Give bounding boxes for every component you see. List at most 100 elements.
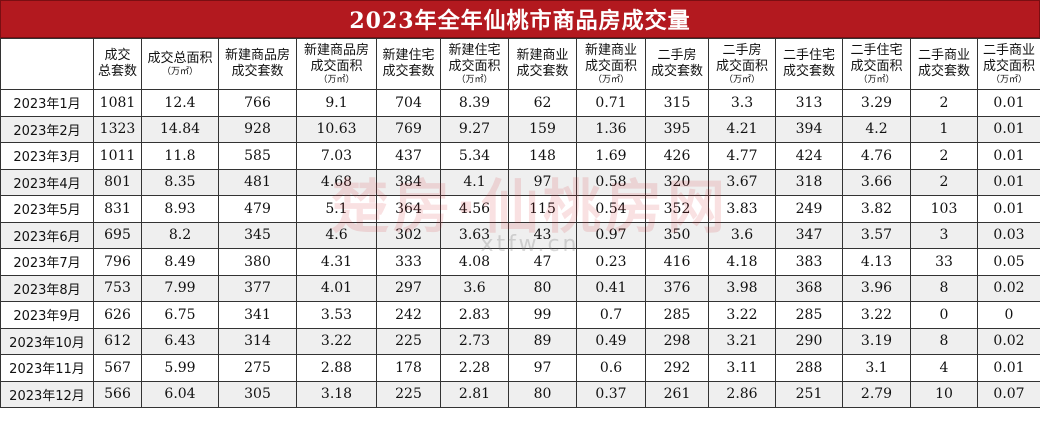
table-cell: 1.69 bbox=[576, 142, 646, 170]
table-cell: 395 bbox=[645, 115, 709, 143]
table-cell: 3.82 bbox=[842, 195, 911, 223]
table-cell: 0.41 bbox=[576, 274, 646, 302]
row-month-label: 2023年8月 bbox=[0, 274, 94, 302]
table-cell: 298 bbox=[645, 327, 709, 355]
table-row: 2023年8月 753 7.99 377 4.01 297 3.6 80 0.41 376 3.98… bbox=[0, 274, 1040, 302]
table-cell: 352 bbox=[645, 195, 709, 223]
table-cell: 3.1 bbox=[842, 354, 911, 382]
table-cell: 333 bbox=[376, 248, 441, 276]
table-cell: 103 bbox=[910, 195, 978, 223]
column-header-l2: 成交套数 bbox=[917, 64, 970, 79]
column-header-l1: 二手房 bbox=[722, 42, 762, 58]
table-cell: 566 bbox=[93, 380, 142, 408]
table-cell: 4.76 bbox=[842, 142, 911, 170]
table-cell: 0.58 bbox=[576, 168, 646, 196]
table-cell: 2.83 bbox=[440, 301, 509, 329]
table-cell: 285 bbox=[775, 301, 843, 329]
table-row: 2023年5月 831 8.93 479 5.1 364 4.56 115 0.54 352 3.8… bbox=[0, 195, 1040, 223]
table-cell: 0.54 bbox=[576, 195, 646, 223]
column-header-l1: 成交总面积 bbox=[147, 50, 213, 66]
table-cell: 302 bbox=[376, 221, 441, 249]
table-cell: 3.98 bbox=[708, 274, 776, 302]
table-cell: 2.73 bbox=[440, 327, 509, 355]
table-cell: 9.1 bbox=[296, 89, 377, 117]
table-cell: 3.83 bbox=[708, 195, 776, 223]
table-cell: 2 bbox=[910, 168, 978, 196]
table-cell: 384 bbox=[376, 168, 441, 196]
table-cell: 8.39 bbox=[440, 89, 509, 117]
table-cell: 159 bbox=[508, 115, 577, 143]
column-header-l1: 成交 bbox=[104, 48, 131, 63]
table-cell: 62 bbox=[508, 89, 577, 117]
table-cell: 376 bbox=[645, 274, 709, 302]
table-cell: 2 bbox=[910, 142, 978, 170]
table-cell: 251 bbox=[775, 380, 843, 408]
table-cell: 1323 bbox=[93, 115, 142, 143]
table-row: 2023年1月 1081 12.4 766 9.1 704 8.39 62 0.71 315 3.3… bbox=[0, 89, 1040, 117]
table-cell: 6.04 bbox=[141, 380, 219, 408]
table-cell: 350 bbox=[645, 221, 709, 249]
table-cell: 315 bbox=[645, 89, 709, 117]
table-cell: 2.86 bbox=[708, 380, 776, 408]
table-cell: 380 bbox=[218, 248, 297, 276]
column-header-l2: 成交套数 bbox=[382, 64, 435, 79]
column-header-l2: 总套数 bbox=[97, 64, 137, 79]
table-cell: 4.21 bbox=[708, 115, 776, 143]
table-cell: 5.34 bbox=[440, 142, 509, 170]
table-cell: 479 bbox=[218, 195, 297, 223]
table-cell: 4.2 bbox=[842, 115, 911, 143]
table-cell: 769 bbox=[376, 115, 441, 143]
table-cell: 347 bbox=[775, 221, 843, 249]
column-header-l2: 成交面积 bbox=[584, 58, 637, 74]
table-cell: 801 bbox=[93, 168, 142, 196]
table-row: 2023年11月 567 5.99 275 2.88 178 2.28 97 0.6 292 3.1… bbox=[0, 354, 1040, 382]
header-corner bbox=[0, 38, 94, 90]
table-cell: 0.97 bbox=[576, 221, 646, 249]
table-row: 2023年3月 1011 11.8 585 7.03 437 5.34 148 1.69 426 4… bbox=[0, 142, 1040, 170]
table-cell: 8.35 bbox=[141, 168, 219, 196]
table-cell: 8.2 bbox=[141, 221, 219, 249]
table-cell: 0.01 bbox=[977, 168, 1040, 196]
table-cell: 97 bbox=[508, 168, 577, 196]
table-cell: 796 bbox=[93, 248, 142, 276]
column-header-unit: （万㎡） bbox=[723, 74, 760, 85]
table-cell: 10.63 bbox=[296, 115, 377, 143]
row-month-label: 2023年11月 bbox=[0, 354, 94, 382]
table-cell: 115 bbox=[508, 195, 577, 223]
table-cell: 612 bbox=[93, 327, 142, 355]
table-cell: 4.13 bbox=[842, 248, 911, 276]
row-month-label: 2023年6月 bbox=[0, 221, 94, 249]
table-cell: 753 bbox=[93, 274, 142, 302]
table-row: 2023年9月 626 6.75 341 3.53 242 2.83 99 0.7 285 3.22… bbox=[0, 301, 1040, 329]
table-cell: 7.99 bbox=[141, 274, 219, 302]
table-cell: 2 bbox=[910, 89, 978, 117]
column-header-l1: 新建住宅 bbox=[448, 42, 501, 58]
table-cell: 928 bbox=[218, 115, 297, 143]
table-cell: 0.7 bbox=[576, 301, 646, 329]
table-cell: 5.99 bbox=[141, 354, 219, 382]
table-cell: 3.3 bbox=[708, 89, 776, 117]
table-cell: 99 bbox=[508, 301, 577, 329]
table-cell: 80 bbox=[508, 274, 577, 302]
table-cell: 4.6 bbox=[296, 221, 377, 249]
column-header-l2: 成交面积 bbox=[448, 58, 501, 74]
table-cell: 320 bbox=[645, 168, 709, 196]
column-header-unit: （万㎡） bbox=[161, 66, 198, 77]
table-cell: 0.05 bbox=[977, 248, 1040, 276]
table-cell: 4.77 bbox=[708, 142, 776, 170]
table-cell: 297 bbox=[376, 274, 441, 302]
table-cell: 0.71 bbox=[576, 89, 646, 117]
table-cell: 6.43 bbox=[141, 327, 219, 355]
table-cell: 4.1 bbox=[440, 168, 509, 196]
column-header-l2: 成交面积 bbox=[310, 58, 363, 74]
column-header-l1: 新建商品房 bbox=[303, 42, 369, 58]
row-month-label: 2023年5月 bbox=[0, 195, 94, 223]
table-cell: 3.66 bbox=[842, 168, 911, 196]
table-cell: 305 bbox=[218, 380, 297, 408]
header-row: 成交 总套数 成交总面积 （万㎡） 新建商品房 成交套数 新建商品房 成交面积 （万㎡） 新建住宅… bbox=[0, 38, 1040, 90]
table-cell: 318 bbox=[775, 168, 843, 196]
table-cell: 5.1 bbox=[296, 195, 377, 223]
table-cell: 3.22 bbox=[296, 327, 377, 355]
table-cell: 0.01 bbox=[977, 89, 1040, 117]
row-month-label: 2023年9月 bbox=[0, 301, 94, 329]
